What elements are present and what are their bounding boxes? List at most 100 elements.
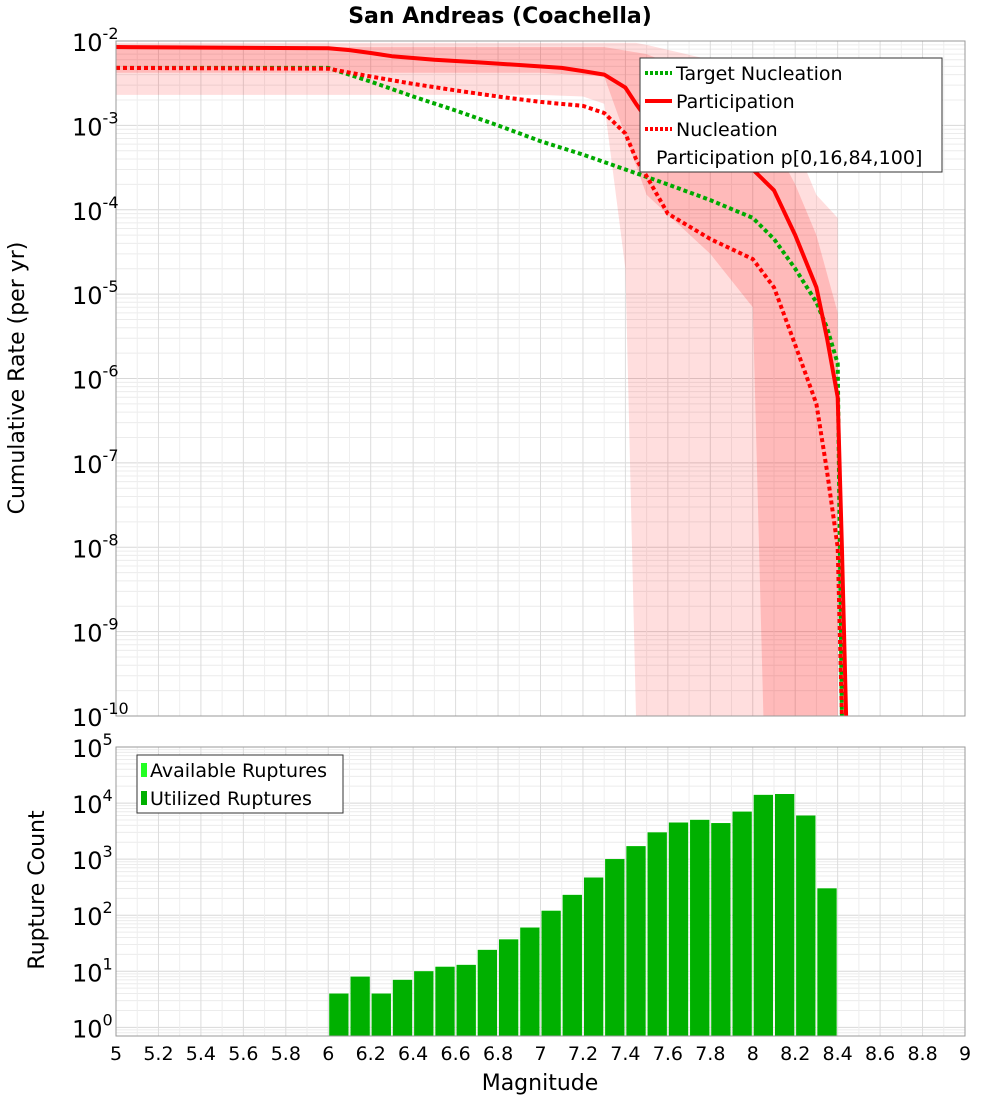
x-tick-label: 8: [747, 1043, 759, 1065]
bar-utilized: [477, 949, 497, 1036]
chart-title: San Andreas (Coachella): [348, 4, 652, 29]
y-tick-label: 101: [72, 954, 113, 987]
bar-utilized: [647, 832, 667, 1036]
y-axis-label: Rupture Count: [25, 810, 50, 970]
y-tick-exponent: 2: [103, 898, 113, 917]
bar-utilized: [371, 993, 391, 1036]
y-tick-label: 10-3: [72, 108, 119, 141]
cumulative-rate-chart: San Andreas (Coachella) Cumulative Rate …: [5, 4, 966, 732]
bar-utilized: [775, 794, 795, 1036]
y-tick-exponent: 3: [103, 842, 113, 861]
bar-utilized: [435, 966, 455, 1036]
bar-utilized: [414, 971, 434, 1036]
x-tick-label: 5.2: [143, 1043, 173, 1065]
x-tick-label: 5.8: [271, 1043, 301, 1065]
y-tick-exponent: -3: [103, 108, 119, 127]
bar-utilized: [796, 815, 816, 1036]
legend-label: Participation: [676, 91, 795, 113]
x-tick-label: 6.6: [440, 1043, 470, 1065]
y-tick-exponent: 4: [103, 786, 113, 805]
y-tick-exponent: -7: [103, 446, 119, 465]
bar-utilized: [562, 894, 582, 1036]
bar-utilized: [499, 939, 519, 1036]
legend-swatch: [141, 791, 147, 805]
y-tick-label: 10-4: [72, 193, 119, 226]
bar-utilized: [392, 979, 413, 1036]
band-outer: [116, 42, 838, 716]
x-tick-label: 5: [110, 1043, 122, 1065]
series-line-3: [115, 65, 844, 717]
x-tick-label: 5.4: [186, 1043, 216, 1065]
y-tick-label: 105: [72, 730, 113, 763]
x-tick-label: 9: [959, 1043, 971, 1065]
bar-utilized: [541, 910, 561, 1036]
legend-label: Utilized Ruptures: [150, 788, 312, 810]
x-tick-label: 7.6: [653, 1043, 683, 1065]
x-tick-label: 6: [322, 1043, 334, 1065]
x-axis-label: Magnitude: [482, 1071, 599, 1096]
bar-utilized: [605, 859, 625, 1036]
y-tick-exponent: -6: [103, 362, 119, 381]
y-tick-exponent: -9: [103, 615, 119, 634]
x-tick-label: 7.4: [610, 1043, 640, 1065]
legend-label: Nucleation: [676, 119, 778, 141]
bar-utilized: [329, 993, 349, 1036]
bar-utilized: [584, 877, 604, 1036]
legend: Target Nucleation Participation Nucleation…: [639, 57, 943, 173]
bar-utilized: [626, 846, 646, 1036]
legend-swatch: [141, 763, 147, 777]
y-tick-label: 103: [72, 842, 113, 875]
x-tick-label: 7.2: [568, 1043, 598, 1065]
x-tick-label: 6.2: [356, 1043, 386, 1065]
band-inner: [116, 47, 838, 716]
y-tick-label: 10-2: [72, 24, 119, 57]
bar-utilized: [817, 888, 837, 1036]
y-tick-exponent: -10: [103, 699, 129, 718]
bar-utilized: [711, 823, 731, 1036]
x-tick-label: 6.4: [398, 1043, 428, 1065]
plot-frame: [115, 40, 966, 717]
y-tick-exponent: 5: [103, 730, 113, 749]
y-tick-label: 10-8: [72, 530, 119, 563]
bar-utilized: [753, 794, 773, 1036]
y-tick-label: 10-7: [72, 446, 119, 479]
legend-label: Participation p[0,16,84,100]: [656, 147, 922, 169]
y-tick-label: 10-6: [72, 362, 119, 395]
y-tick-label: 10-5: [72, 277, 119, 310]
legend: Available Ruptures Utilized Ruptures: [136, 754, 344, 814]
bar-utilized: [732, 811, 752, 1036]
bars: [329, 794, 837, 1036]
bar-utilized: [690, 819, 710, 1036]
y-tick-label: 10-9: [72, 615, 119, 648]
bar-utilized: [350, 976, 370, 1036]
legend-label: Available Ruptures: [150, 760, 327, 782]
x-tick-label: 7.8: [695, 1043, 725, 1065]
legend-box: [136, 754, 344, 814]
y-tick-label: 102: [72, 898, 113, 931]
x-tick-label: 8.8: [907, 1043, 937, 1065]
y-tick-labels: 100 101 102 103 104 105: [72, 730, 113, 1043]
bar-utilized: [456, 964, 476, 1036]
series-lines: [115, 45, 849, 717]
x-tick-label: 5.6: [228, 1043, 258, 1065]
legend-box: [639, 57, 943, 173]
bar-utilized: [520, 927, 540, 1036]
percentile-bands: [116, 42, 838, 716]
y-axis-label: Cumulative Rate (per yr): [5, 242, 30, 515]
y-tick-exponent: -2: [103, 24, 119, 43]
plot-frame: [115, 746, 966, 1037]
rupture-count-chart: Rupture Count Magnitude 1001011021031041…: [25, 730, 971, 1096]
x-tick-label: 8.2: [780, 1043, 810, 1065]
y-tick-label: 104: [72, 786, 113, 819]
x-tick-label: 6.8: [483, 1043, 513, 1065]
x-tick-labels: 5 5.2 5.4 5.6 5.8 6 6.2 6.4 6.6 6.8 7 7.2 7.4 7.6 7.8 8…: [110, 1043, 971, 1065]
series-line-2: [115, 45, 849, 717]
y-tick-label: 100: [72, 1010, 113, 1043]
y-tick-label: 10-10: [72, 699, 129, 732]
y-tick-exponent: -5: [103, 277, 119, 296]
y-tick-exponent: -8: [103, 530, 119, 549]
y-tick-exponent: -4: [103, 193, 119, 212]
bar-utilized: [668, 822, 689, 1036]
x-tick-label: 8.4: [823, 1043, 853, 1065]
